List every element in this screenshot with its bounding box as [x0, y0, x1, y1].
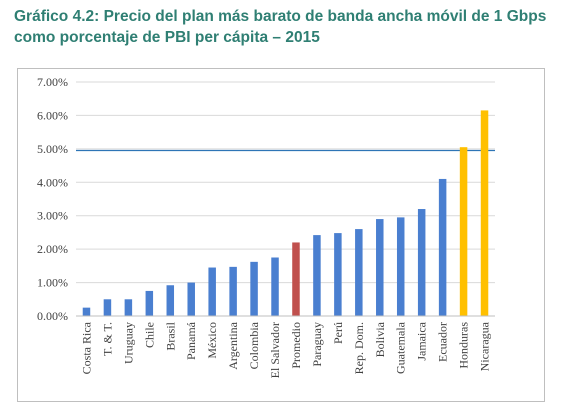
x-tick-labels: Costa Rica T. & T. Uruguay Chile Brasil Panam…	[79, 321, 491, 378]
y-tick-label: 7.00%	[37, 75, 68, 89]
y-tick-label: 4.00%	[37, 175, 68, 189]
bar	[229, 266, 237, 316]
bar	[103, 299, 112, 316]
bar	[166, 285, 175, 316]
gridlines	[76, 81, 495, 284]
bar	[124, 299, 133, 316]
y-tick-label: 5.00%	[37, 142, 68, 156]
bar	[313, 235, 321, 316]
x-tick-label: Jamaica	[415, 321, 429, 360]
bar	[376, 219, 384, 316]
y-tick-labels: 0.00% 1.00% 2.00% 3.00% 4.00% 5.00% 6.00% 7.00%	[37, 75, 68, 323]
bar	[459, 147, 468, 316]
x-tick-label: Panamá	[184, 321, 198, 360]
y-tick-label: 1.00%	[37, 276, 68, 290]
y-tick-label: 0.00%	[37, 309, 68, 323]
bars	[82, 110, 489, 317]
x-tick-label: Uruguay	[121, 322, 135, 364]
bar	[187, 282, 195, 316]
bar	[292, 242, 300, 316]
x-tick-label: Chile	[142, 322, 156, 348]
x-tick-label: Brasil	[163, 321, 177, 350]
bar	[417, 209, 426, 316]
x-tick-label: Promedio	[289, 322, 303, 369]
x-tick-label: Bolivia	[373, 321, 387, 357]
bar	[396, 217, 405, 316]
y-tick-label: 2.00%	[37, 242, 68, 256]
y-tick-label: 3.00%	[37, 209, 68, 223]
x-tick-label: Colombia	[247, 321, 261, 369]
x-tick-label: El Salvador	[268, 322, 282, 378]
bar	[145, 290, 154, 316]
x-tick-label: Paraguay	[310, 322, 324, 367]
x-tick-label: Ecuador	[436, 322, 450, 362]
bar	[438, 178, 447, 316]
x-tick-label: Argentina	[226, 321, 240, 369]
x-tick-label: Perú	[331, 322, 345, 344]
bar	[208, 267, 216, 316]
bar	[82, 307, 91, 316]
bar	[250, 261, 258, 316]
bar	[271, 257, 279, 316]
bar	[480, 110, 489, 317]
x-tick-label: Costa Rica	[79, 321, 93, 374]
bar	[355, 229, 363, 316]
y-tick-label: 6.00%	[37, 108, 68, 122]
x-tick-label: Rep. Dom.	[352, 322, 366, 374]
x-tick-label: Guatemala	[394, 321, 408, 374]
x-tick-label: México	[205, 322, 219, 359]
bar	[334, 233, 342, 316]
chart-frame	[17, 68, 545, 402]
x-tick-label: Nicaragua	[478, 321, 492, 371]
x-tick-label: Honduras	[457, 322, 471, 369]
chart-title: Gráfico 4.2: Precio del plan más barato …	[14, 8, 547, 46]
x-tick-label: T. & T.	[100, 322, 114, 356]
